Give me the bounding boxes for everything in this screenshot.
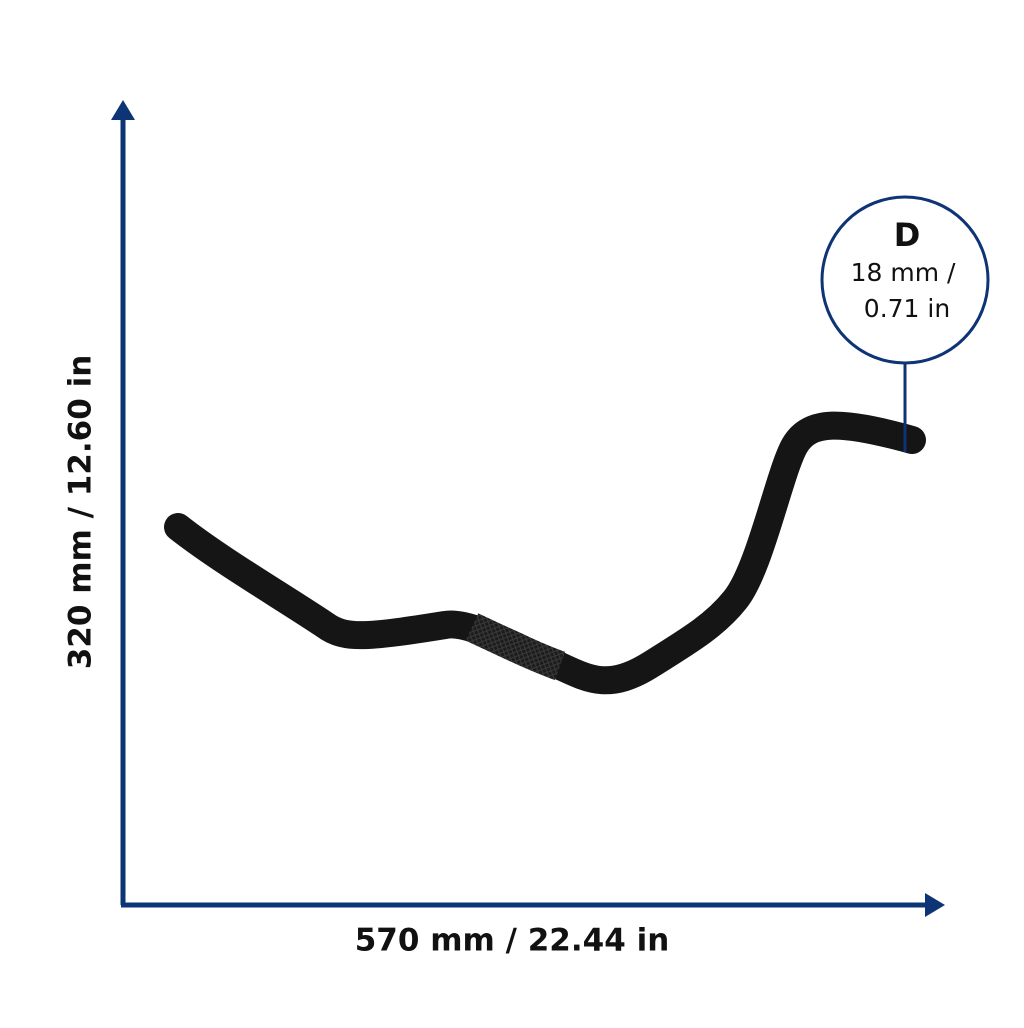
callout-circle	[820, 195, 990, 365]
hose-sleeve	[465, 613, 566, 681]
diameter-imperial: 0.71 in	[864, 294, 950, 323]
height-label: 320 mm / 12.60 in	[63, 355, 99, 670]
arrow-right	[925, 893, 945, 917]
arrow-up	[111, 100, 135, 120]
axes	[120, 118, 928, 908]
diameter-metric: 18 mm /	[851, 258, 956, 287]
width-label: 570 mm / 22.44 in	[355, 923, 670, 959]
diameter-symbol: D	[894, 216, 921, 254]
hose	[164, 411, 926, 695]
hose-body	[164, 411, 926, 695]
